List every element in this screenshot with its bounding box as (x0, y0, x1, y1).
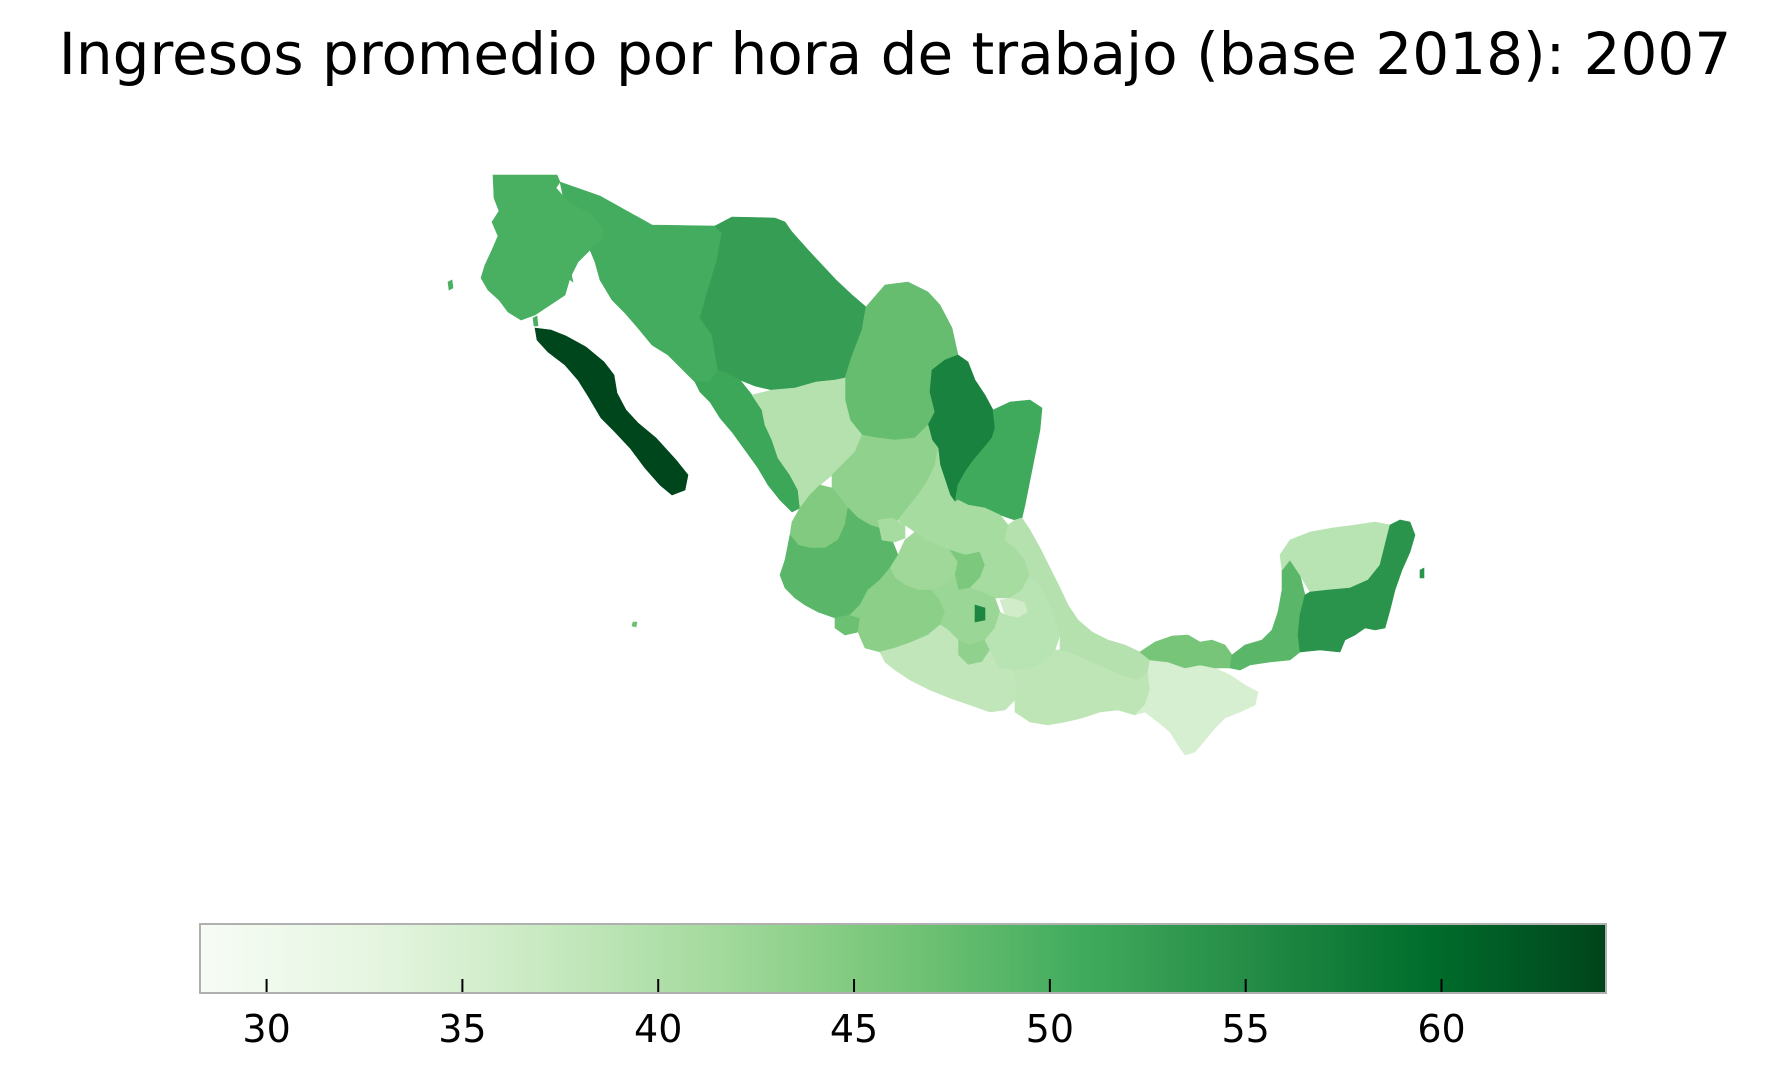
region-guerrero (879, 624, 1019, 713)
colorbar-tick-label: 45 (830, 1007, 878, 1051)
island-cozumel (1419, 567, 1425, 579)
colorbar-ticks: 30 35 40 45 50 55 60 (242, 979, 1466, 1051)
island-guadalupe (447, 279, 454, 291)
colorbar-tick-label: 35 (438, 1007, 486, 1051)
region-durango (751, 377, 863, 509)
island-socorro (631, 621, 638, 628)
colorbar-outline (199, 923, 1607, 994)
region-quintana-roo (1297, 519, 1416, 653)
colorbar-tick-label: 40 (634, 1007, 682, 1051)
colorbar-gradient (200, 924, 1606, 993)
colorbar-tick-label: 30 (242, 1007, 290, 1051)
region-baja-california-sur (534, 327, 689, 496)
colorbar-tick-label: 55 (1222, 1007, 1270, 1051)
chart-title: Ingresos promedio por hora de trabajo (b… (58, 20, 1732, 88)
island-cedros (532, 315, 539, 327)
region-aguascalientes (877, 517, 906, 543)
colorbar-tick-label: 60 (1417, 1007, 1465, 1051)
region-cdmx (974, 604, 986, 623)
colorbar-tick-label: 50 (1026, 1007, 1074, 1051)
